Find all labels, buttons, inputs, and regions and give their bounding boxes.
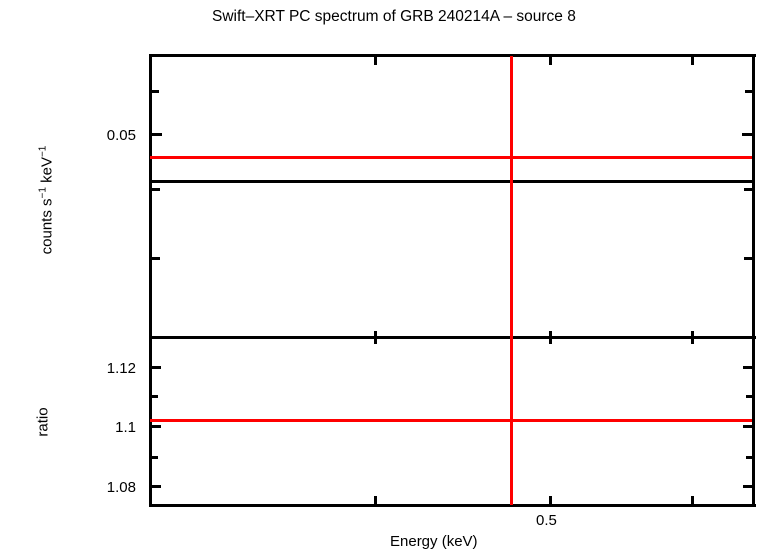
plot-title: Swift–XRT PC spectrum of GRB 240214A – s… — [212, 8, 576, 25]
y-tick-left-0.06 — [152, 90, 159, 93]
y-tick-right-0.06 — [745, 90, 752, 93]
x-tick-shared-0.4 — [374, 331, 377, 344]
y-tick-left-1.09 — [152, 456, 158, 459]
y-tick-right-0.04 — [744, 188, 752, 191]
x-tick-top-0.5 — [549, 57, 552, 65]
model-line-spectrum — [150, 156, 752, 159]
y-axis-label-counts-sup2: −1 — [37, 145, 49, 158]
bottom-panel-bottom-border — [149, 504, 756, 507]
x-tick-top-0.6 — [691, 57, 694, 65]
y-tick-left-0.03 — [152, 257, 160, 260]
x-tick-label-0.5: 0.5 — [536, 512, 557, 529]
x-tick-top-0.4 — [374, 57, 377, 65]
x-tick-shared-0.5 — [549, 331, 552, 344]
y-axis-label-counts-sup1: −1 — [37, 187, 49, 199]
x-tick-bottom-0.5 — [549, 496, 552, 504]
x-axis-label: Energy (keV) — [390, 533, 478, 550]
y-tick-label-1.1: 1.1 — [115, 419, 136, 436]
y-tick-label-1.12: 1.12 — [106, 360, 136, 377]
y-tick-label-0.05: 0.05 — [106, 127, 136, 144]
x-tick-shared-0.6 — [691, 331, 694, 344]
y-tick-right-1.09 — [746, 456, 752, 459]
left-axis-line — [149, 54, 152, 507]
y-tick-right-1.12 — [743, 366, 752, 369]
y-tick-right-0.05 — [742, 133, 752, 136]
y-axis-label-counts-text: counts s — [38, 198, 56, 255]
y-tick-left-1.08 — [152, 485, 161, 488]
right-axis-line — [752, 54, 755, 507]
y-tick-right-1.11 — [746, 395, 752, 398]
y-tick-left-1.11 — [152, 395, 158, 398]
y-tick-left-1.12 — [152, 366, 161, 369]
y-tick-right-0.03 — [744, 257, 752, 260]
model-line-ratio — [150, 419, 752, 422]
y-tick-left-1.1 — [152, 425, 161, 428]
top-panel-top-border — [149, 54, 756, 57]
y-axis-label-ratio: ratio — [34, 407, 52, 437]
y-tick-left-0.05 — [152, 133, 162, 136]
y-tick-left-0.04 — [152, 188, 160, 191]
y-tick-right-1.1 — [743, 425, 752, 428]
shared-panel-border — [149, 336, 756, 339]
y-tick-right-1.08 — [743, 485, 752, 488]
model-bin-center-line — [510, 56, 513, 505]
y-tick-label-1.08: 1.08 — [106, 479, 136, 496]
x-tick-bottom-0.4 — [374, 496, 377, 504]
x-tick-bottom-0.6 — [691, 496, 694, 504]
y-axis-label-counts: counts s−1 keV−1 — [37, 145, 56, 255]
data-line-spectrum — [150, 180, 752, 183]
y-axis-label-counts-text2: keV — [38, 157, 56, 188]
